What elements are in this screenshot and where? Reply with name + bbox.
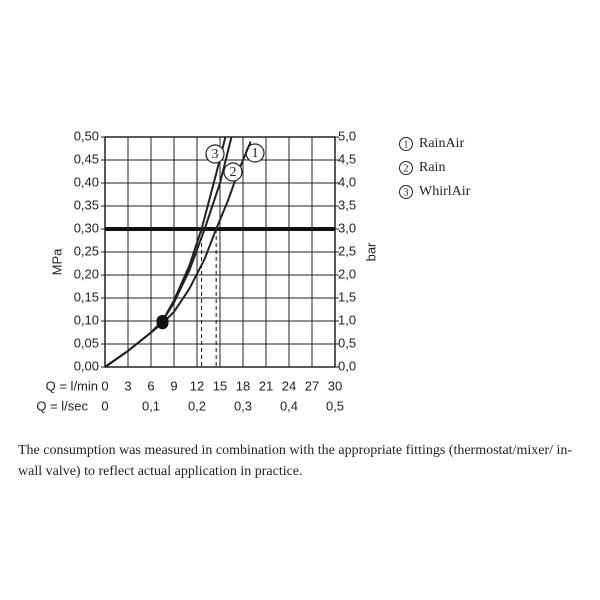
legend-circle <box>399 161 413 175</box>
x-tick-label: 15 <box>213 378 227 393</box>
y-axis-label: MPa <box>49 248 64 276</box>
x2-tick-label: 0,5 <box>326 398 344 413</box>
y-tick-label: 0,40 <box>74 174 99 189</box>
curve-label: 3 <box>212 147 219 162</box>
y2-tick-label: 2,5 <box>338 243 356 258</box>
legend-number: 3 <box>404 187 409 198</box>
y2-tick-label: 2,0 <box>338 266 356 281</box>
chart: 0,000,050,100,150,200,250,300,350,400,45… <box>36 128 471 413</box>
x-tick-label: 30 <box>328 378 342 393</box>
x-tick-label: 3 <box>124 378 131 393</box>
legend-circle <box>399 185 413 199</box>
curve-label: 1 <box>252 146 259 161</box>
y-tick-label: 0,00 <box>74 358 99 373</box>
legend-number: 1 <box>404 139 409 150</box>
x-tick-label: 24 <box>282 378 296 393</box>
y-tick-label: 0,50 <box>74 128 99 143</box>
y2-tick-label: 4,0 <box>338 174 356 189</box>
x-tick-label: 21 <box>259 378 273 393</box>
curve-label-circle <box>223 162 243 182</box>
x-tick-label: 27 <box>305 378 319 393</box>
y-tick-label: 0,15 <box>74 289 99 304</box>
footnote: The consumption was measured in combinat… <box>18 443 573 479</box>
y2-tick-label: 0,5 <box>338 335 356 350</box>
y-tick-label: 0,05 <box>74 335 99 350</box>
plot-frame <box>104 136 336 368</box>
x2-tick-label: 0 <box>101 398 108 413</box>
y-tick-label: 0,25 <box>74 243 99 258</box>
y2-tick-label: 5,0 <box>338 128 356 143</box>
x2-tick-label: 0,3 <box>234 398 252 413</box>
y-tick-label: 0,10 <box>74 312 99 327</box>
x-tick-label: 12 <box>190 378 204 393</box>
x-tick-label: 18 <box>236 378 250 393</box>
y-tick-label: 0,45 <box>74 151 99 166</box>
x-tick-label: 0 <box>101 378 108 393</box>
x2-row-label: Q = l/sec <box>36 398 88 413</box>
y2-tick-label: 0,0 <box>338 358 356 373</box>
x-tick-label: 6 <box>147 378 154 393</box>
x2-tick-label: 0,2 <box>188 398 206 413</box>
curve-label-circle <box>205 144 225 164</box>
legend-label: WhirlAir <box>419 184 471 199</box>
curve-label: 2 <box>230 165 237 180</box>
legend-label: RainAir <box>419 136 464 151</box>
y2-tick-label: 4,5 <box>338 151 356 166</box>
y2-axis-label: bar <box>363 242 378 261</box>
x-tick-label: 9 <box>170 378 177 393</box>
legend-label: Rain <box>419 160 445 175</box>
y-tick-label: 0,20 <box>74 266 99 281</box>
marker-dot <box>156 315 169 327</box>
y2-tick-label: 1,0 <box>338 312 356 327</box>
y2-tick-label: 3,0 <box>338 220 356 235</box>
legend-number: 2 <box>404 163 409 174</box>
curve <box>104 136 227 368</box>
x-row-label: Q = l/min <box>46 378 98 393</box>
y2-tick-label: 1,5 <box>338 289 356 304</box>
y2-tick-label: 3,5 <box>338 197 356 212</box>
y-tick-label: 0,35 <box>74 197 99 212</box>
y-tick-label: 0,30 <box>74 220 99 235</box>
x2-tick-label: 0,1 <box>142 398 160 413</box>
x2-tick-label: 0,4 <box>280 398 298 413</box>
legend-circle <box>399 137 413 151</box>
